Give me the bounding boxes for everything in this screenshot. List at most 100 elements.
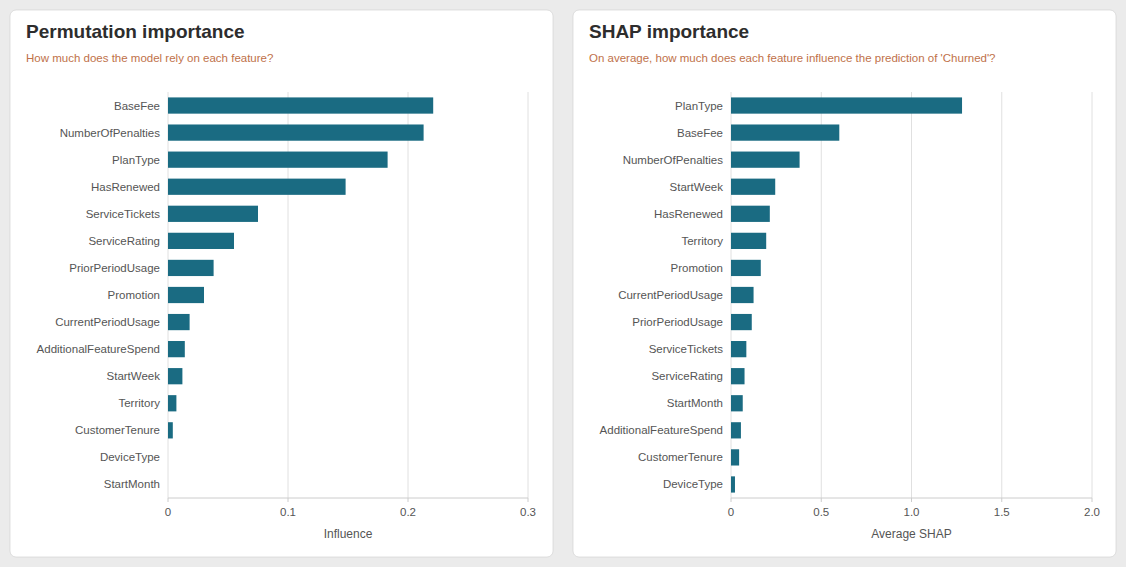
grid-line [408, 92, 409, 498]
axis-label: Influence [324, 527, 373, 541]
category-label: CurrentPeriodUsage [618, 289, 723, 301]
category-label: ServiceTickets [649, 343, 724, 355]
tick-label: 0 [728, 506, 734, 518]
bar [731, 476, 735, 492]
axis-line [731, 498, 1092, 499]
chart-subtitle: On average, how much does each feature i… [589, 52, 996, 64]
bar [168, 368, 182, 384]
bar [731, 260, 761, 276]
bar [168, 152, 388, 168]
bar [168, 206, 258, 222]
bar [731, 314, 752, 330]
chart-canvas: Permutation importance How much does the … [0, 0, 1126, 567]
category-label: CurrentPeriodUsage [55, 316, 160, 328]
category-label: AdditionalFeatureSpend [600, 424, 723, 436]
tick-mark [408, 498, 409, 502]
category-label: StartMonth [667, 397, 723, 409]
bar [168, 341, 185, 357]
bar [731, 287, 754, 303]
category-label: BaseFee [114, 100, 160, 112]
panel: SHAP importance On average, how much does… [573, 10, 1116, 557]
category-label: DeviceType [663, 478, 723, 490]
category-label: PlanType [112, 154, 160, 166]
bars [168, 97, 433, 438]
grid-line [1001, 92, 1002, 498]
bar [168, 449, 169, 465]
category-label: ServiceRating [88, 235, 160, 247]
tick-label: 1.5 [994, 506, 1010, 518]
bar [731, 97, 962, 113]
bar [731, 341, 746, 357]
category-label: AdditionalFeatureSpend [37, 343, 160, 355]
grid-line [528, 92, 529, 498]
tick-label: 2.0 [1084, 506, 1100, 518]
category-label: DeviceType [100, 451, 160, 463]
category-label: NumberOfPenalties [60, 127, 161, 139]
category-label: StartMonth [104, 478, 160, 490]
bar [168, 422, 173, 438]
bar [731, 368, 745, 384]
category-label: StartWeek [670, 181, 724, 193]
bar [168, 260, 214, 276]
bar [168, 476, 169, 492]
axis-label: Average SHAP [871, 527, 952, 541]
category-label: StartWeek [107, 370, 161, 382]
bar [168, 179, 346, 195]
bar [168, 97, 433, 113]
tick-label: 0.1 [280, 506, 296, 518]
bar [731, 233, 766, 249]
tick-mark [288, 498, 289, 502]
bar [731, 449, 739, 465]
panel-card [573, 10, 1116, 557]
tick-mark [731, 498, 732, 502]
x-axis: 0 0.5 1.0 1.5 2.0 Average SHAP [728, 92, 1100, 541]
tick-label: 0 [165, 506, 171, 518]
bar [168, 124, 424, 140]
chart-title: Permutation importance [26, 21, 245, 42]
chart-title: SHAP importance [589, 21, 749, 42]
category-label: CustomerTenure [75, 424, 160, 436]
category-label: PlanType [675, 100, 723, 112]
category-label: Promotion [671, 262, 723, 274]
x-axis: 0 0.1 0.2 0.3 Influence [165, 92, 536, 541]
bar [168, 395, 176, 411]
tick-mark [168, 498, 169, 502]
category-label: Territory [118, 397, 160, 409]
panel-card [10, 10, 553, 557]
category-label: PriorPeriodUsage [69, 262, 160, 274]
category-label: Promotion [108, 289, 160, 301]
grid-line [821, 92, 822, 498]
tick-label: 0.3 [520, 506, 536, 518]
category-label: BaseFee [677, 127, 723, 139]
chart-subtitle: How much does the model rely on each fea… [26, 52, 273, 64]
tick-label: 1.0 [904, 506, 920, 518]
category-label: ServiceRating [651, 370, 723, 382]
bar [731, 124, 839, 140]
tick-mark [911, 498, 912, 502]
bars [731, 97, 962, 492]
tick-label: 0.5 [813, 506, 829, 518]
bar [168, 287, 204, 303]
panel: Permutation importance How much does the … [10, 10, 553, 557]
grid-line [1092, 92, 1093, 498]
y-axis: DeviceType CustomerTenure AdditionalFeatur… [600, 100, 724, 491]
category-label: HasRenewed [91, 181, 160, 193]
y-axis: StartMonth DeviceType CustomerTenure Territ… [37, 100, 161, 491]
bar [731, 152, 800, 168]
category-label: ServiceTickets [86, 208, 161, 220]
tick-mark [821, 498, 822, 502]
bar [731, 395, 743, 411]
category-label: Territory [681, 235, 723, 247]
bar [168, 233, 234, 249]
category-label: NumberOfPenalties [623, 154, 724, 166]
grid-line [911, 92, 912, 498]
category-label: HasRenewed [654, 208, 723, 220]
category-label: PriorPeriodUsage [632, 316, 723, 328]
category-label: CustomerTenure [638, 451, 723, 463]
tick-mark [1001, 498, 1002, 502]
bar [731, 179, 775, 195]
tick-label: 0.2 [400, 506, 416, 518]
tick-mark [1092, 498, 1093, 502]
axis-line [168, 498, 528, 499]
bar [731, 206, 770, 222]
